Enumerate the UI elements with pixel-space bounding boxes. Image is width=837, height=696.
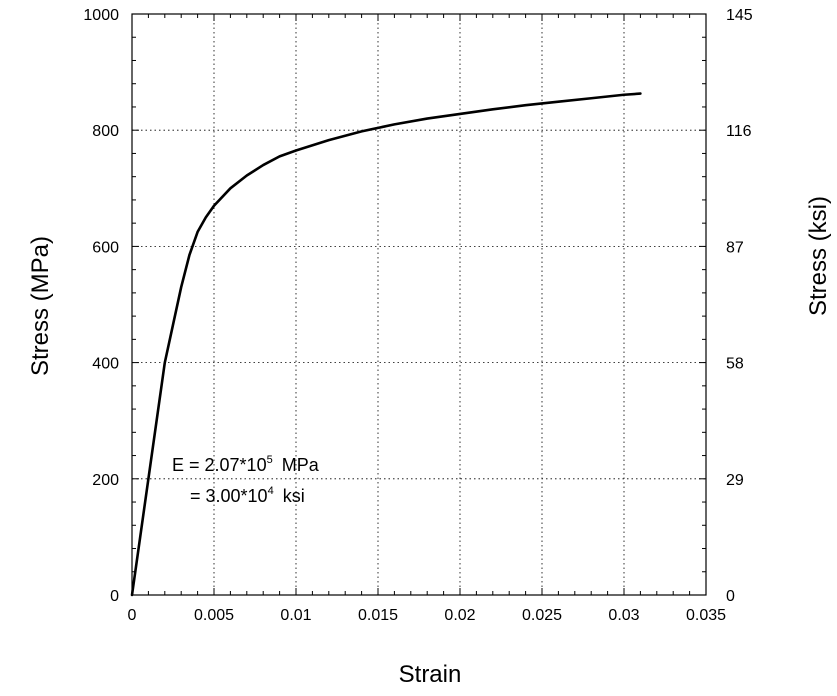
- y-tick-label: 400: [92, 356, 119, 373]
- annotation-line2-exponent: 4: [268, 485, 274, 497]
- right-y-tick-label: 87: [726, 239, 744, 256]
- x-tick-labels: 0 0.005 0.01 0.015 0.02 0.025 0.03 0.035: [128, 607, 727, 624]
- stress-strain-curve: [130, 92, 642, 597]
- right-y-tick-label: 0: [726, 588, 735, 605]
- right-y-tick-label: 29: [726, 472, 744, 489]
- annotation-line1-prefix: E = 2.07*10: [172, 455, 267, 475]
- x-tick-label: 0.005: [194, 607, 234, 624]
- y-tick-label: 1000: [83, 7, 119, 24]
- annotation-line2-unit: ksi: [283, 486, 305, 506]
- plot-frame: [131, 13, 707, 596]
- modulus-annotation-ksi: = 3.00*104 ksi: [190, 485, 305, 506]
- x-tick-label: 0.01: [280, 607, 311, 624]
- y-axis-title: Stress (MPa): [27, 236, 54, 376]
- minor-ticks: [131, 13, 707, 596]
- modulus-annotation-mpa: E = 2.07*105 MPa: [172, 454, 320, 475]
- right-y-axis-title: Stress (ksi): [805, 196, 832, 316]
- x-tick-label: 0.025: [522, 607, 562, 624]
- x-tick-label: 0.02: [444, 607, 475, 624]
- x-tick-label: 0: [128, 607, 137, 624]
- y-tick-label: 200: [92, 472, 119, 489]
- right-y-tick-label: 58: [726, 356, 744, 373]
- y-tick-labels: 0 200 400 600 800 1000: [83, 7, 119, 605]
- annotation-line1-exponent: 5: [267, 454, 273, 466]
- grid-lines: [132, 14, 706, 595]
- x-tick-label: 0.03: [608, 607, 639, 624]
- x-tick-label: 0.035: [686, 607, 726, 624]
- right-y-tick-label: 145: [726, 7, 753, 24]
- x-axis-title: Strain: [399, 661, 462, 688]
- right-y-tick-label: 116: [726, 123, 752, 140]
- annotation-line2-prefix: = 3.00*10: [190, 486, 268, 506]
- x-tick-label: 0.015: [358, 607, 398, 624]
- y-tick-label: 0: [110, 588, 119, 605]
- right-y-tick-labels: 0 29 58 87 116 145: [726, 7, 753, 605]
- annotation-line1-unit: MPa: [282, 455, 320, 475]
- y-tick-label: 800: [92, 123, 119, 140]
- y-tick-label: 600: [92, 239, 119, 256]
